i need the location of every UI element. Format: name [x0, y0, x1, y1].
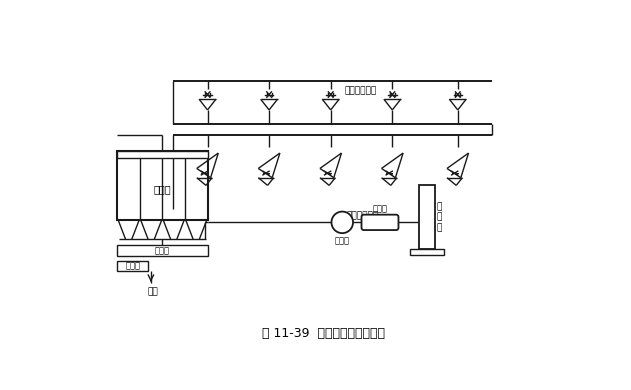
Text: 皮带机吸气罩: 皮带机吸气罩: [346, 212, 379, 221]
Text: 排风机: 排风机: [335, 236, 350, 245]
Bar: [117, 151, 208, 220]
Bar: [117, 151, 208, 158]
Bar: [419, 185, 435, 248]
Text: 消声器: 消声器: [372, 204, 387, 213]
Bar: [410, 248, 444, 255]
Bar: [117, 261, 148, 271]
Text: 刮板机: 刮板机: [155, 246, 170, 255]
Bar: [117, 245, 208, 256]
Text: 图 11-39  煤粉碎机室除尘系统: 图 11-39 煤粉碎机室除尘系统: [261, 327, 384, 340]
Text: 运出: 运出: [148, 288, 158, 297]
Circle shape: [331, 212, 353, 233]
Text: 排
气
筒: 排 气 筒: [436, 202, 442, 232]
Text: 袋滤器: 袋滤器: [153, 184, 171, 194]
Text: 粉碎机吸气罩: 粉碎机吸气罩: [345, 86, 377, 95]
Text: 加湿机: 加湿机: [126, 261, 140, 270]
FancyBboxPatch shape: [362, 215, 398, 230]
